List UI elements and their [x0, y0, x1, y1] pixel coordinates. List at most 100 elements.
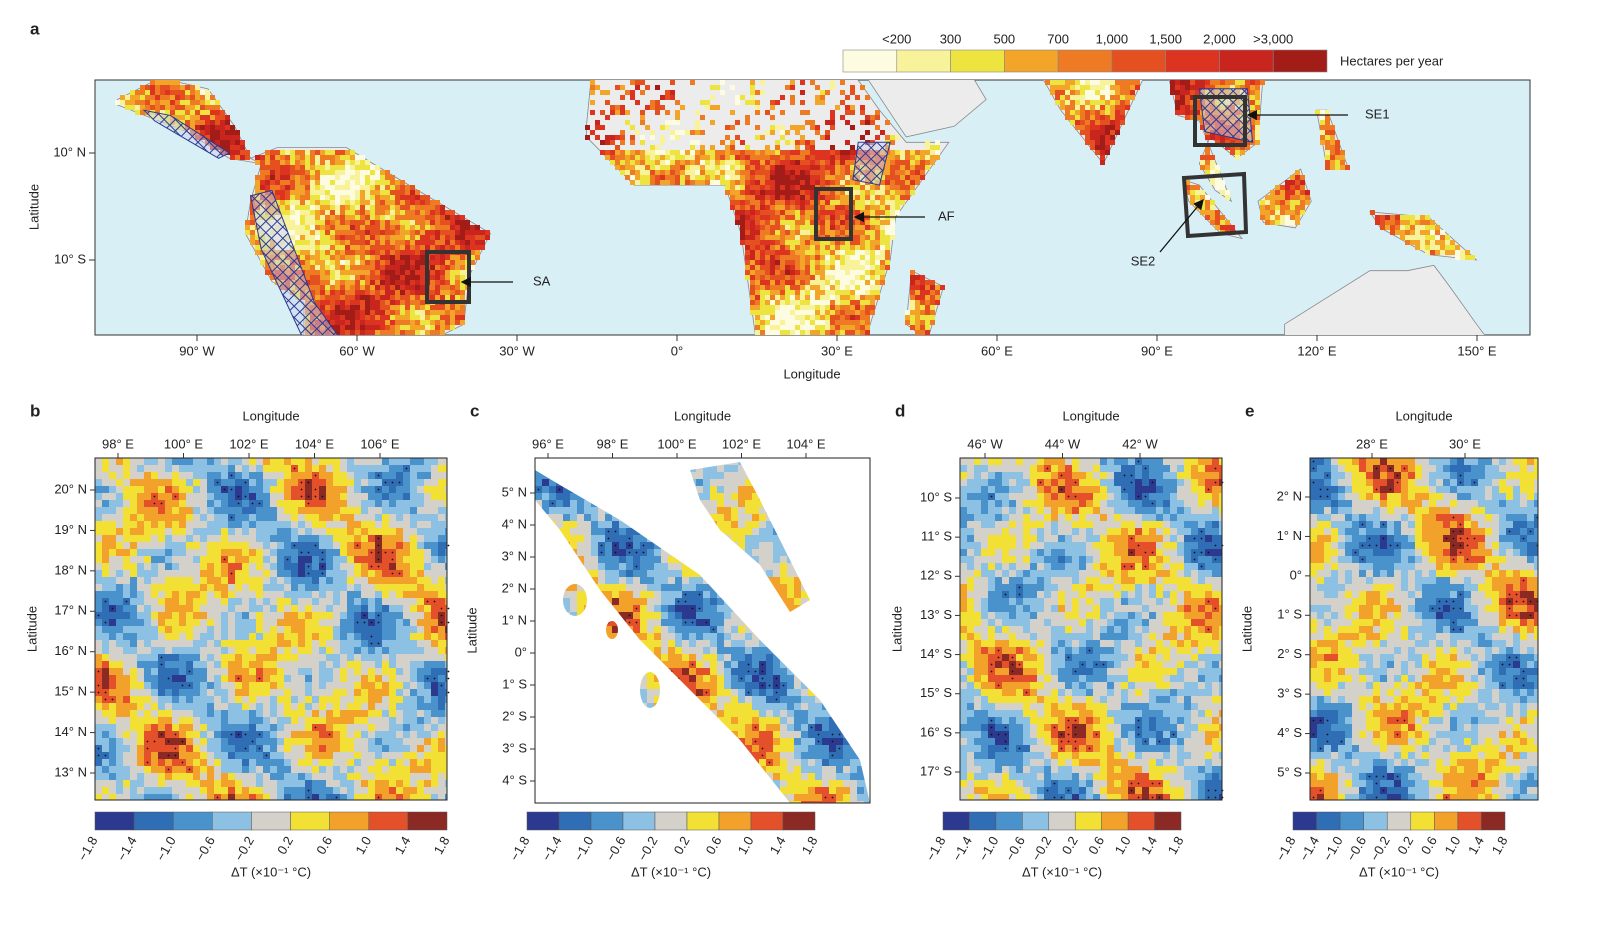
deforestation-cell: [910, 290, 915, 295]
deforestation-cell: [325, 245, 330, 250]
deforestation-cell: [815, 300, 820, 305]
deforestation-cell: [860, 220, 865, 225]
delta-t-cell: [151, 605, 158, 612]
deforestation-cell: [350, 295, 355, 300]
delta-t-cell: [179, 773, 186, 780]
deforestation-cell: [290, 195, 295, 200]
deforestation-cell: [735, 180, 740, 185]
deforestation-cell: [375, 175, 380, 180]
deforestation-cell: [915, 160, 920, 165]
deforestation-cell: [835, 240, 840, 245]
deforestation-cell: [375, 195, 380, 200]
deforestation-cell: [315, 160, 320, 165]
deforestation-cell: [320, 265, 325, 270]
deforestation-cell: [1255, 135, 1260, 140]
deforestation-cell: [300, 220, 305, 225]
delta-t-cell: [179, 605, 186, 612]
delta-t-cell: [165, 696, 172, 703]
deforestation-cell: [335, 230, 340, 235]
deforestation-cell: [860, 250, 865, 255]
deforestation-cell: [925, 295, 930, 300]
deforestation-cell: [875, 220, 880, 225]
deforestation-cell: [1115, 120, 1120, 125]
colorbar-label: 300: [940, 31, 962, 46]
deforestation-cell: [1085, 115, 1090, 120]
deforestation-cell: [745, 250, 750, 255]
deforestation-cell: [865, 260, 870, 265]
delta-t-cell: [137, 500, 144, 507]
deforestation-cell: [435, 305, 440, 310]
deforestation-cell: [1440, 230, 1445, 235]
delta-t-cell: [158, 535, 165, 542]
delta-t-cell: [228, 626, 235, 633]
deforestation-cell: [880, 280, 885, 285]
deforestation-cell: [805, 320, 810, 325]
deforestation-cell: [195, 120, 200, 125]
delta-t-cell: [130, 542, 137, 549]
deforestation-cell: [805, 245, 810, 250]
deforestation-cell: [1055, 85, 1060, 90]
deforestation-cell: [820, 220, 825, 225]
delta-t-cell: [186, 458, 193, 465]
deforestation-cell: [350, 210, 355, 215]
deforestation-cell: [395, 300, 400, 305]
deforestation-cell: [480, 235, 485, 240]
deforestation-cell: [450, 265, 455, 270]
deforestation-cell: [235, 150, 240, 155]
deforestation-cell: [825, 245, 830, 250]
deforestation-cell: [870, 310, 875, 315]
deforestation-cell: [1070, 95, 1075, 100]
deforestation-cell: [795, 260, 800, 265]
delta-t-cell: [102, 787, 109, 794]
deforestation-cell: [755, 220, 760, 225]
deforestation-cell: [350, 265, 355, 270]
deforestation-cell: [1295, 190, 1300, 195]
deforestation-cell: [1265, 220, 1270, 225]
delta-t-cell: [235, 486, 242, 493]
delta-t-cell: [102, 780, 109, 787]
deforestation-cell: [855, 280, 860, 285]
deforestation-cell: [1300, 180, 1305, 185]
deforestation-cell: [755, 230, 760, 235]
deforestation-cell: [335, 320, 340, 325]
deforestation-cell: [710, 180, 715, 185]
deforestation-cell: [695, 165, 700, 170]
deforestation-cell: [735, 150, 740, 155]
delta-t-cell: [137, 675, 144, 682]
deforestation-cell: [800, 220, 805, 225]
deforestation-cell: [1215, 140, 1220, 145]
deforestation-cell: [715, 160, 720, 165]
delta-t-cell: [151, 556, 158, 563]
deforestation-cell: [670, 175, 675, 180]
deforestation-cell: [620, 85, 625, 90]
deforestation-cell: [800, 125, 805, 130]
deforestation-cell: [810, 155, 815, 160]
delta-t-cell: [179, 591, 186, 598]
deforestation-cell: [755, 285, 760, 290]
deforestation-cell: [785, 210, 790, 215]
delta-t-cell: [186, 738, 193, 745]
deforestation-cell: [865, 295, 870, 300]
delta-t-cell: [200, 703, 207, 710]
deforestation-cell: [920, 320, 925, 325]
deforestation-cell: [770, 215, 775, 220]
delta-t-cell: [221, 584, 228, 591]
deforestation-cell: [380, 325, 385, 330]
deforestation-cell: [930, 305, 935, 310]
deforestation-cell: [1095, 90, 1100, 95]
deforestation-cell: [140, 95, 145, 100]
deforestation-cell: [705, 155, 710, 160]
deforestation-cell: [655, 170, 660, 175]
deforestation-cell: [795, 230, 800, 235]
deforestation-cell: [415, 190, 420, 195]
delta-t-cell: [214, 766, 221, 773]
deforestation-cell: [770, 205, 775, 210]
delta-t-cell: [221, 689, 228, 696]
deforestation-cell: [315, 195, 320, 200]
deforestation-cell: [390, 280, 395, 285]
deforestation-cell: [840, 305, 845, 310]
deforestation-cell: [390, 310, 395, 315]
delta-t-cell: [186, 493, 193, 500]
deforestation-cell: [405, 270, 410, 275]
delta-t-cell: [95, 738, 102, 745]
